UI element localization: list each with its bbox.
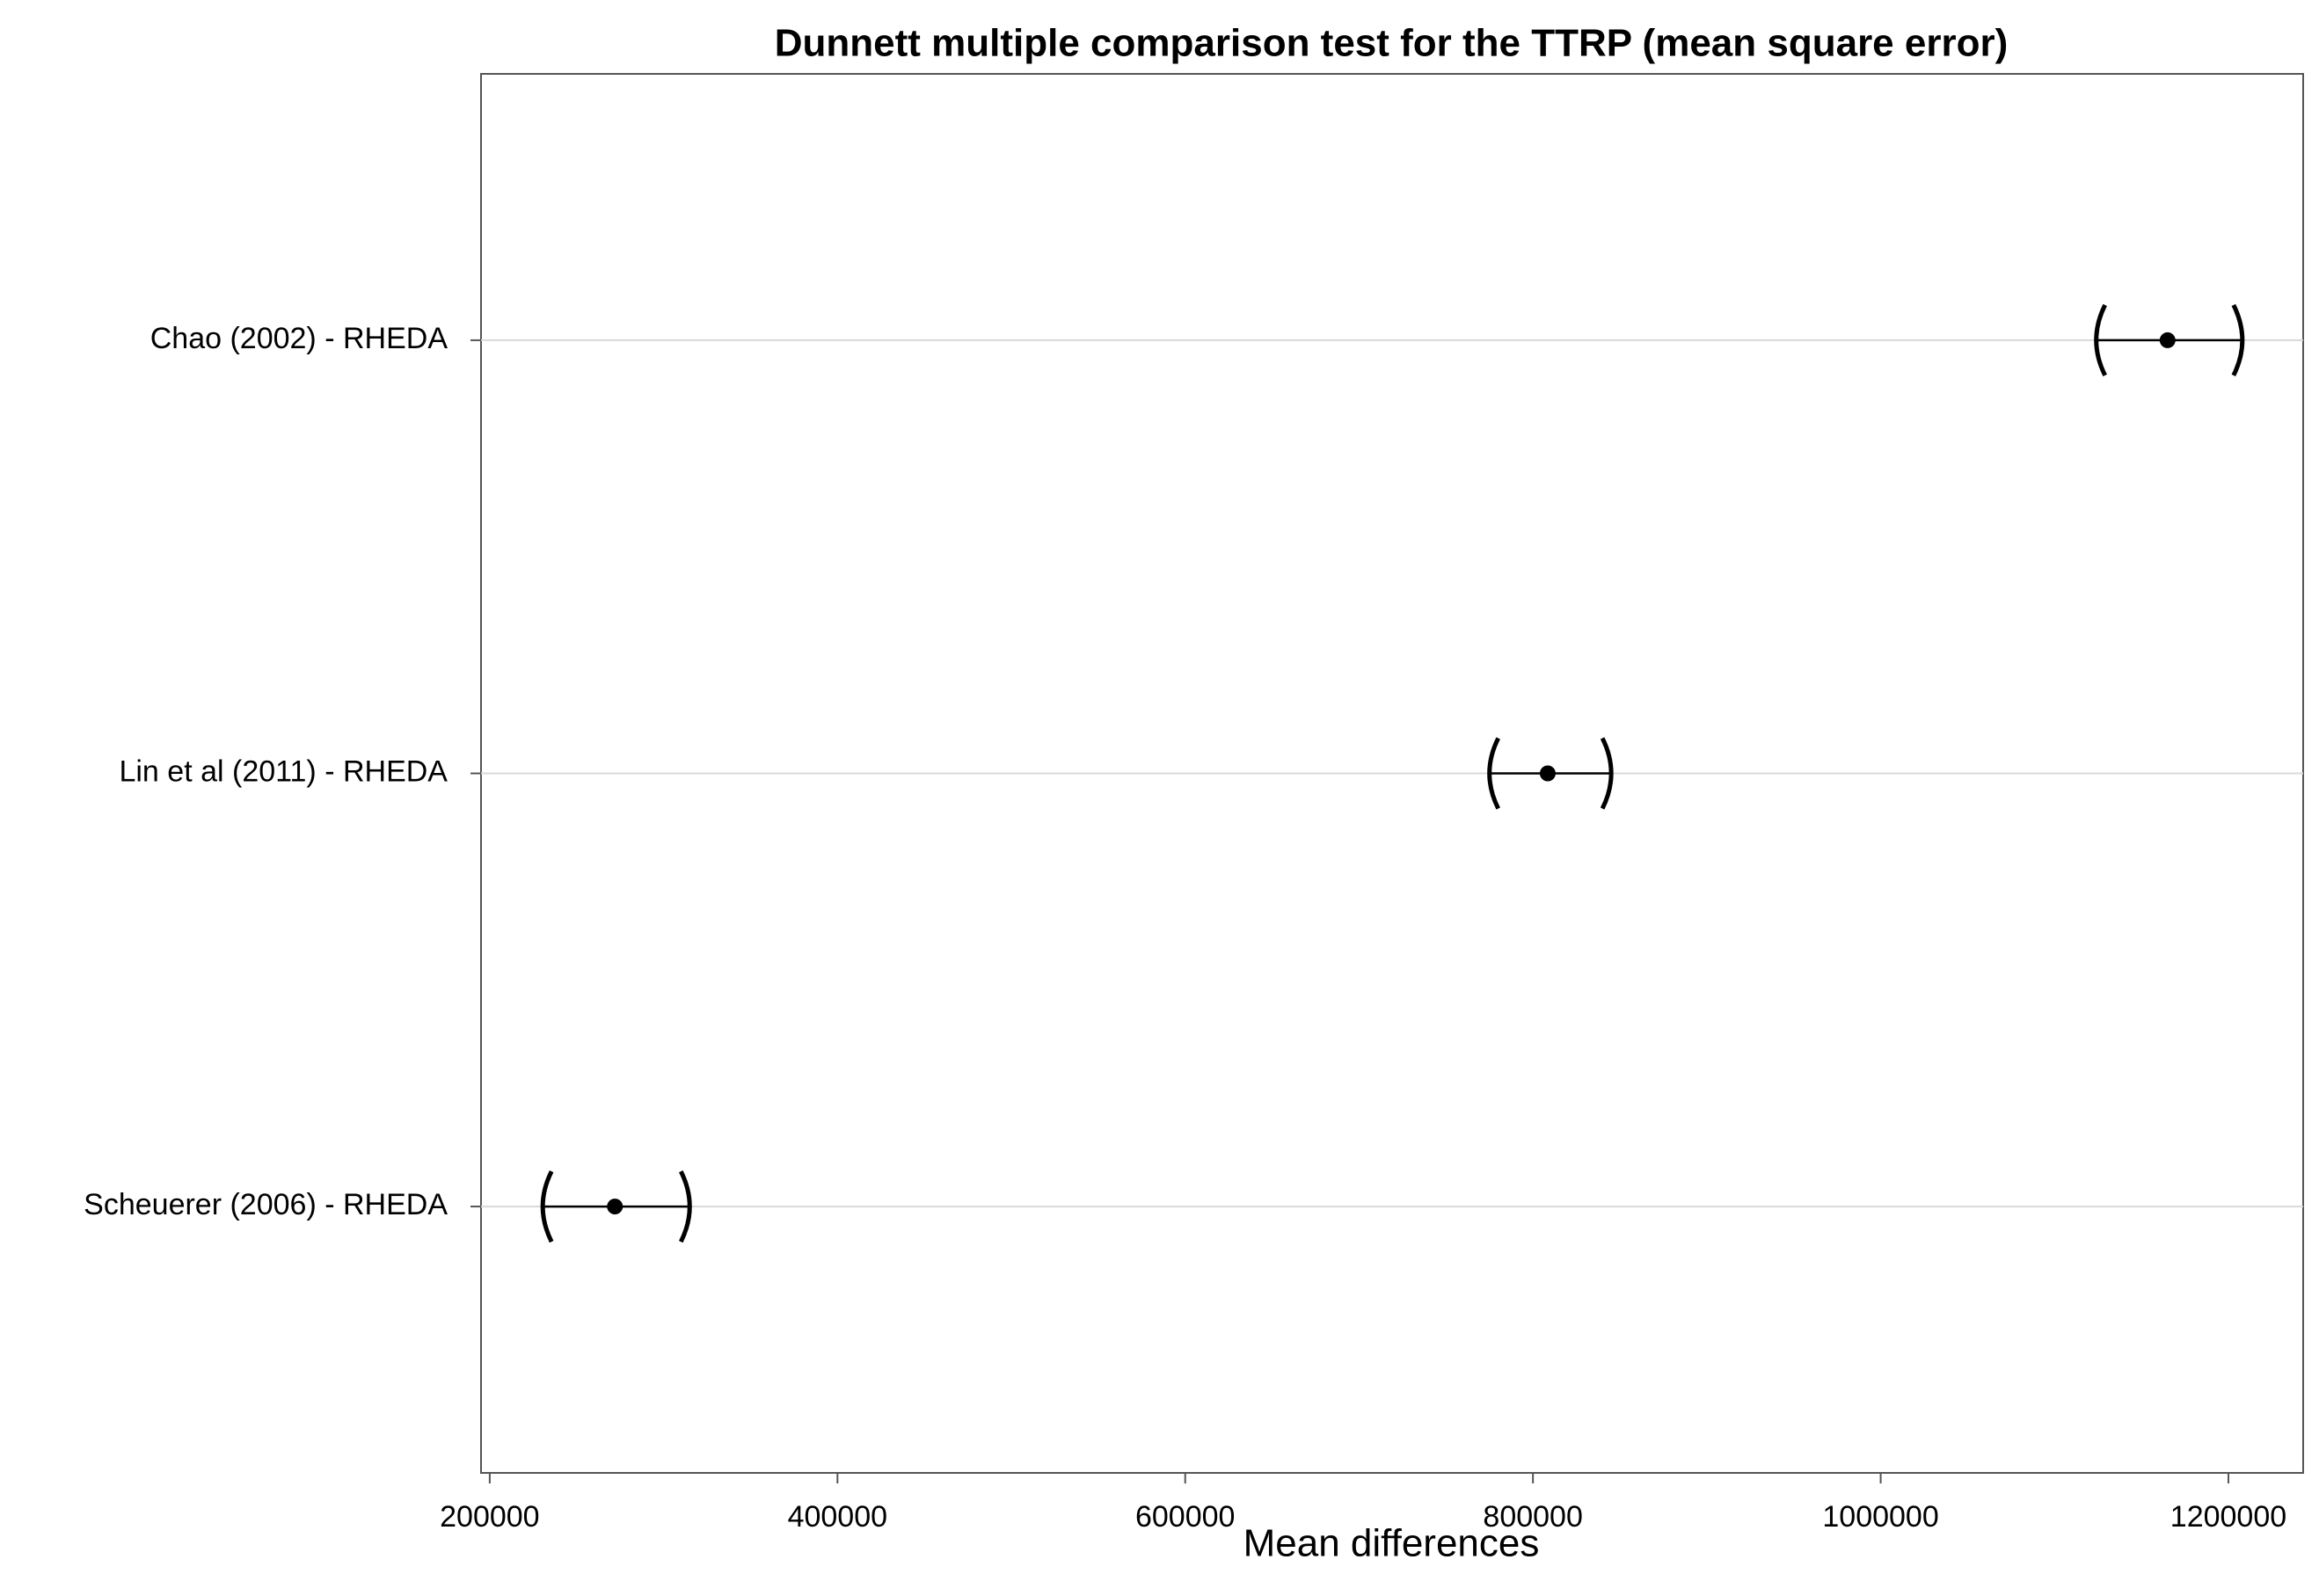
x-tick-label: 1000000 <box>1822 1500 1938 1534</box>
lower-bracket <box>2094 303 2107 377</box>
upper-bracket <box>1600 737 1614 810</box>
x-tick-label: 200000 <box>440 1500 539 1534</box>
lower-bracket <box>1487 737 1500 810</box>
lower-bracket <box>540 1170 554 1243</box>
x-axis-title: Mean differences <box>1243 1522 1540 1565</box>
x-tick-label: 1200000 <box>2170 1500 2286 1534</box>
x-tick-label: 800000 <box>1483 1500 1582 1534</box>
x-tick-label: 600000 <box>1135 1500 1235 1534</box>
y-tick-label: Lin et al (2011) - RHEDA <box>119 754 448 788</box>
y-tick-label: Chao (2002) - RHEDA <box>150 322 448 355</box>
x-tick-label: 400000 <box>788 1500 887 1534</box>
mean-point <box>2159 332 2176 348</box>
mean-point <box>607 1199 624 1215</box>
chart-title: Dunnett multiple comparison test for the… <box>775 22 2009 65</box>
upper-bracket <box>2231 303 2245 377</box>
y-tick-label: Scheuerer (2006) - RHEDA <box>84 1188 448 1221</box>
mean-point <box>1539 765 1556 782</box>
upper-bracket <box>679 1170 692 1243</box>
